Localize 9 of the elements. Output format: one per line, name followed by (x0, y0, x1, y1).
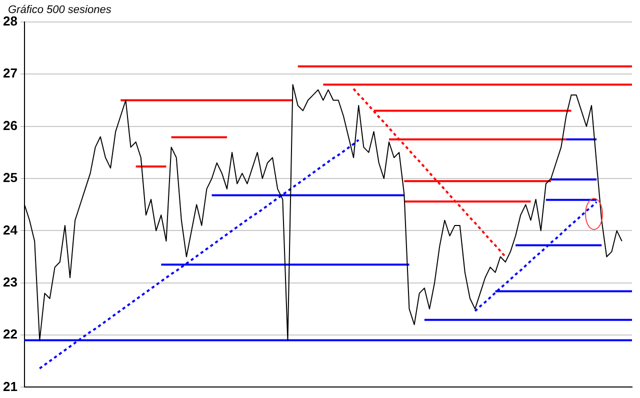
y-tick-label: 21 (2, 378, 18, 394)
y-tick-label: 23 (2, 274, 18, 290)
y-tick-label: 22 (2, 326, 18, 342)
y-tick-label: 24 (2, 222, 18, 238)
chart-subtitle: Gráfico 500 sesiones (8, 4, 112, 16)
y-tick-label: 27 (2, 66, 18, 81)
y-tick-label: 28 (2, 14, 18, 29)
y-tick-label: 25 (2, 170, 18, 186)
y-tick-label: 26 (2, 118, 18, 133)
